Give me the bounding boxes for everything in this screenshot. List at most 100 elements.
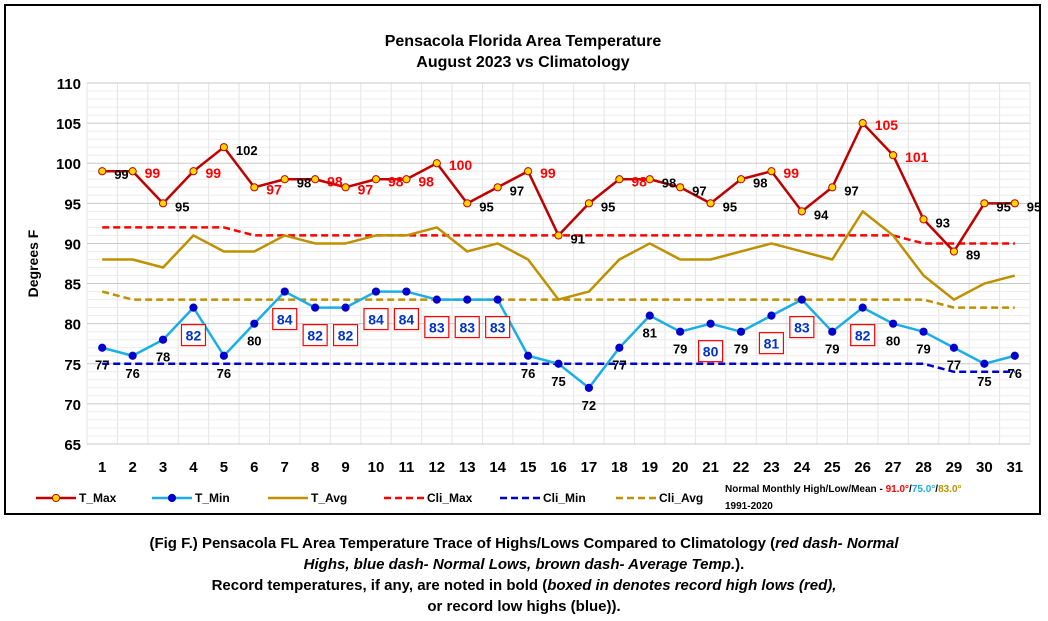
data-label-max: 91 — [571, 231, 585, 246]
data-label-min-record: 82 — [307, 328, 323, 344]
x-tick-label: 15 — [520, 459, 537, 476]
data-label-min-record: 84 — [277, 312, 293, 328]
record-box — [454, 316, 480, 339]
caption-text: ). — [735, 556, 745, 573]
data-label-max: 95 — [723, 199, 737, 214]
data-label-max: 98 — [297, 175, 311, 190]
data-point-t-min — [767, 311, 776, 320]
data-point-t-max — [128, 167, 137, 176]
data-label-min-record: 81 — [764, 336, 780, 352]
data-label-max: 99 — [114, 167, 128, 182]
data-point-t-max — [706, 199, 715, 208]
record-box — [485, 316, 511, 339]
data-point-t-min — [463, 295, 472, 304]
data-label-max: 93 — [936, 215, 950, 230]
x-tick-label: 20 — [672, 459, 689, 476]
data-point-t-min — [311, 303, 320, 312]
record-box — [393, 307, 420, 331]
x-tick-label: 21 — [702, 459, 719, 476]
caption-text: Record temperatures, if any, are noted i… — [211, 577, 548, 594]
legend-label: Cli_Avg — [659, 491, 703, 505]
data-label-max: 95 — [175, 199, 189, 214]
x-tick-label: 24 — [794, 459, 811, 476]
chart-frame: 65 70 75 80 85 90 95 100 105 110 1 2 3 4 5 6 7 8 9 10 11 12 13… — [4, 4, 1041, 515]
record-box — [363, 307, 389, 331]
legend-item-cli-max: Cli_Max — [384, 491, 473, 505]
normals-note-prefix: Normal Monthly High/Low/Mean - — [725, 484, 886, 495]
data-label-max: 105 — [875, 117, 899, 133]
chart-subtitle: August 2023 vs Climatology — [416, 54, 629, 71]
data-point-t-max — [828, 183, 837, 192]
data-label-max: 97 — [692, 183, 706, 198]
record-box — [424, 316, 450, 339]
legend-marker — [51, 493, 61, 503]
x-tick-label: 19 — [641, 459, 658, 476]
data-label-min: 76 — [125, 366, 139, 381]
data-label-min: 79 — [825, 342, 839, 357]
legend-marker — [167, 493, 177, 503]
data-point-t-min — [736, 327, 746, 336]
data-label-min: 79 — [673, 342, 687, 357]
data-point-t-max — [919, 215, 928, 224]
data-point-t-min — [371, 287, 381, 296]
x-tick-label: 28 — [915, 459, 932, 476]
caption-italic: boxed in denotes record high lows (red), — [547, 577, 837, 594]
caption-italic: Highs, blue dash- Normal Lows, brown das… — [303, 556, 736, 573]
data-label-max: 98 — [418, 173, 434, 189]
x-tick-label: 10 — [368, 459, 385, 476]
data-point-t-max — [615, 175, 624, 184]
x-tick-label: 6 — [250, 459, 258, 476]
record-box — [332, 324, 359, 347]
data-point-t-max — [949, 247, 959, 256]
data-label-max: 95 — [479, 199, 493, 214]
x-tick-label: 1 — [98, 459, 106, 476]
data-label-max: 100 — [449, 157, 473, 173]
data-label-max: 95 — [996, 199, 1010, 214]
x-tick-label: 25 — [824, 459, 841, 476]
data-label-min: 76 — [1008, 366, 1022, 381]
data-point-t-max — [736, 175, 746, 184]
caption-line-4: or record low highs (blue)). — [0, 596, 1048, 617]
legend-item-t-avg: T_Avg — [268, 491, 347, 505]
record-box — [302, 324, 328, 347]
x-tick-label: 17 — [581, 459, 598, 476]
legend-item-t-min: T_Min — [152, 491, 230, 505]
x-tick-label: 2 — [128, 459, 136, 476]
data-point-t-max — [584, 199, 594, 208]
data-label-min-record: 83 — [490, 320, 506, 336]
data-point-t-min — [858, 303, 867, 312]
x-tick-label: 12 — [428, 459, 445, 476]
x-tick-label: 16 — [550, 459, 567, 476]
legend-item-t-max: T_Max — [36, 491, 117, 505]
data-point-t-max — [797, 207, 806, 216]
y-tick-label: 100 — [56, 156, 81, 173]
data-label-max: 98 — [631, 173, 647, 189]
data-label-min: 79 — [916, 342, 930, 357]
data-point-t-min — [158, 335, 168, 344]
record-box — [850, 324, 876, 347]
x-tick-label: 18 — [611, 459, 628, 476]
data-label-max: 94 — [814, 207, 829, 222]
x-tick-label: 23 — [763, 459, 780, 476]
data-point-t-max — [645, 175, 654, 184]
series-line-t-avg — [102, 210, 1016, 301]
data-point-t-min — [98, 343, 107, 352]
normals-period: 1991-2020 — [725, 501, 773, 512]
data-label-min: 78 — [156, 350, 170, 365]
data-point-t-min — [189, 303, 198, 312]
data-label-max: 102 — [236, 143, 258, 158]
caption-text: or record low highs (blue)). — [427, 598, 621, 615]
data-point-t-max — [250, 183, 259, 192]
y-tick-label: 95 — [64, 196, 81, 213]
data-point-t-min — [523, 351, 533, 360]
data-point-t-max — [463, 199, 472, 208]
caption-text: (Fig F.) Pensacola FL Area Temperature T… — [149, 535, 776, 552]
data-point-t-max — [371, 175, 381, 184]
y-tick-label: 70 — [64, 397, 81, 414]
legend-item-cli-min: Cli_Min — [500, 491, 586, 505]
x-tick-label: 13 — [459, 459, 476, 476]
normals-high: 91.0° — [886, 484, 909, 495]
x-tick-label: 7 — [281, 459, 289, 476]
legend-item-cli-avg: Cli_Avg — [616, 491, 703, 505]
